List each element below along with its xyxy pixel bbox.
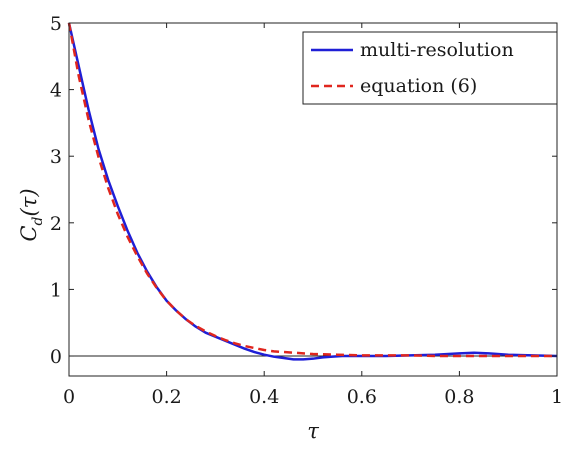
y-axis-label-main: C — [17, 225, 41, 241]
y-tick-label: 2 — [50, 213, 62, 235]
legend: multi-resolution equation (6) — [302, 31, 558, 105]
y-tick-label: 4 — [50, 80, 62, 102]
legend-box — [302, 31, 558, 105]
x-axis-label: τ — [307, 419, 319, 443]
legend-label-equation-6: equation (6) — [360, 75, 477, 97]
series-line-equation-6 — [67, 22, 557, 358]
y-tick-label: 3 — [50, 146, 62, 168]
legend-label-multi-resolution: multi-resolution — [360, 39, 514, 61]
plot-area — [67, 22, 558, 361]
x-tick-label: 0.2 — [151, 386, 181, 408]
x-tick-label: 0.8 — [444, 386, 474, 408]
x-tick-label: 0 — [63, 386, 75, 408]
x-tick-label: 0.6 — [347, 386, 377, 408]
axes: 0 0.2 0.4 0.6 0.8 1 0 1 2 3 4 5 — [50, 13, 563, 408]
x-tick-label: 0.4 — [249, 386, 279, 408]
y-axis-label-rest: (τ) — [17, 188, 41, 216]
x-tick-label: 1 — [551, 386, 563, 408]
y-axis-label: Cd(τ) — [17, 188, 46, 241]
y-tick-label: 0 — [50, 346, 62, 368]
y-tick-label: 1 — [50, 279, 62, 301]
y-tick-label: 5 — [50, 13, 62, 35]
series-line-multi-resolution — [67, 22, 558, 361]
axes-box — [68, 22, 558, 377]
y-axis-label-subscript: d — [30, 216, 46, 225]
